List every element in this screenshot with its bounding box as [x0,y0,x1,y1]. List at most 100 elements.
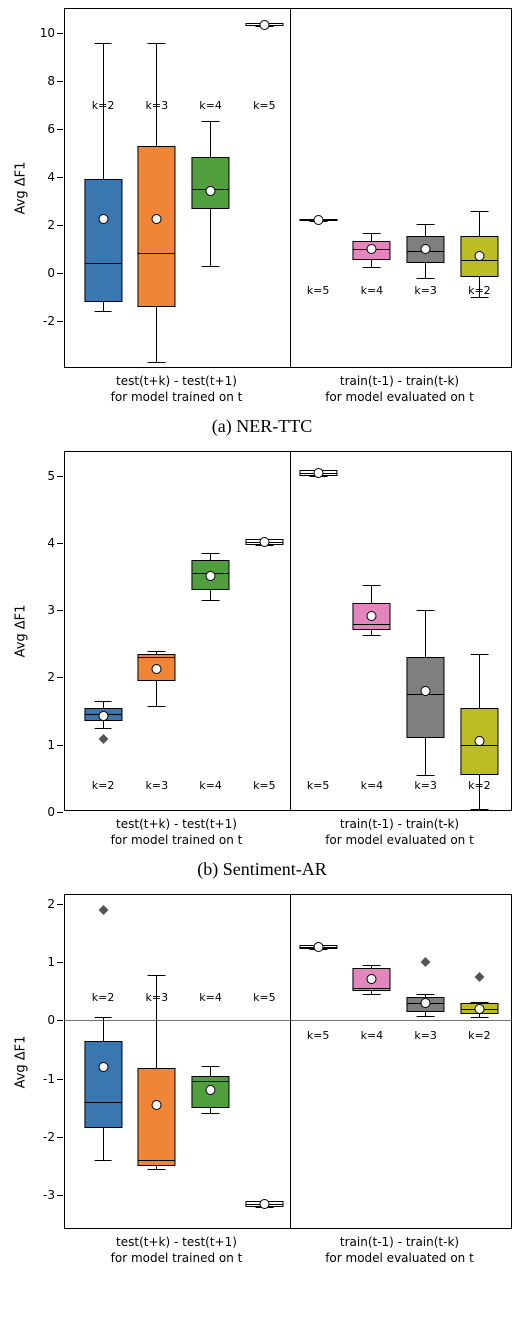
subfigure-third: -3-2-1012Avg ΔF1k=2k=3k=4k=5k=5k=4k=3k=2… [0,894,524,1275]
boxplot [479,452,480,812]
mean-marker [313,215,323,225]
boxplot [425,895,426,1230]
ytick-label: -1 [43,1072,55,1086]
mean-marker [259,537,269,547]
ytick-label: -2 [43,314,55,328]
subfigure-ner-ttc: -20246810Avg ΔF1k=2k=3k=4k=5k=5k=4k=3k=2… [0,0,524,437]
boxplot [371,452,372,812]
boxplot [210,452,211,812]
boxplot [264,895,265,1230]
ytick [57,177,63,178]
boxplot [156,895,157,1230]
ytick [57,273,63,274]
ytick [57,812,63,813]
boxplot [264,452,265,812]
ytick [57,33,63,34]
plot-panel: -3-2-1012Avg ΔF1k=2k=3k=4k=5k=5k=4k=3k=2… [64,894,512,1229]
mean-marker [313,942,323,952]
y-axis-label: Avg ΔF1 [14,605,29,658]
outlier-marker [421,957,431,967]
mean-marker [421,686,431,696]
y-axis-label: Avg ΔF1 [14,162,29,215]
mean-marker [206,186,216,196]
subfigure-caption: (a) NER-TTC [0,416,524,437]
mean-marker [313,468,323,478]
subfigure-caption: (b) Sentiment-AR [0,859,524,880]
xlabel-left: test(t+k) - test(t+1)for model trained o… [65,1234,288,1266]
mean-marker [474,251,484,261]
ytick-label: 8 [47,74,55,88]
boxplot [264,9,265,369]
boxplot [318,9,319,369]
plot-panel: 012345Avg ΔF1k=2k=3k=4k=5k=5k=4k=3k=2tes… [64,451,512,811]
boxplot [479,9,480,369]
xlabel-right: train(t-1) - train(t-k)for model evaluat… [288,1234,511,1266]
mean-marker [98,1062,108,1072]
ytick [57,543,63,544]
ytick-label: 4 [47,536,55,550]
zero-line [65,1020,511,1021]
boxplot [210,895,211,1230]
boxplot [210,9,211,369]
mean-marker [152,664,162,674]
mean-marker [259,1199,269,1209]
ytick-label: 3 [47,603,55,617]
mean-marker [206,571,216,581]
boxplot [371,895,372,1230]
ytick [57,321,63,322]
ytick [57,677,63,678]
ytick-label: 1 [47,738,55,752]
xlabel-left: test(t+k) - test(t+1)for model trained o… [65,816,288,848]
mean-marker [367,611,377,621]
boxplot [425,9,426,369]
mean-marker [474,1004,484,1014]
ytick [57,962,63,963]
subfigure-sentiment-ar: 012345Avg ΔF1k=2k=3k=4k=5k=5k=4k=3k=2tes… [0,451,524,880]
mean-marker [474,736,484,746]
xlabel-right: train(t-1) - train(t-k)for model evaluat… [288,816,511,848]
boxplot [371,9,372,369]
ytick [57,81,63,82]
ytick-label: 2 [47,897,55,911]
ytick [57,610,63,611]
boxplot [479,895,480,1230]
mean-marker [206,1085,216,1095]
boxplot [103,895,104,1230]
boxplot [156,452,157,812]
boxplot [318,895,319,1230]
panel-divider [290,452,291,810]
mean-marker [367,974,377,984]
mean-marker [421,244,431,254]
y-axis-label: Avg ΔF1 [14,1035,29,1088]
ytick [57,904,63,905]
ytick-label: 0 [47,805,55,819]
boxplot [156,9,157,369]
xlabel-left: test(t+k) - test(t+1)for model trained o… [65,373,288,405]
mean-marker [98,711,108,721]
boxplot [103,452,104,812]
panel-divider [290,895,291,1228]
ytick-label: 6 [47,122,55,136]
ytick-label: 1 [47,955,55,969]
mean-marker [421,998,431,1008]
ytick-label: 2 [47,218,55,232]
ytick [57,225,63,226]
outlier-marker [98,734,108,744]
ytick [57,1020,63,1021]
mean-marker [152,1100,162,1110]
plot-panel: -20246810Avg ΔF1k=2k=3k=4k=5k=5k=4k=3k=2… [64,8,512,368]
mean-marker [367,244,377,254]
ytick [57,476,63,477]
boxplot [318,452,319,812]
mean-marker [259,20,269,30]
xlabel-right: train(t-1) - train(t-k)for model evaluat… [288,373,511,405]
ytick-label: 10 [40,26,55,40]
ytick [57,1079,63,1080]
boxplot [103,9,104,369]
figure-root: -20246810Avg ΔF1k=2k=3k=4k=5k=5k=4k=3k=2… [0,0,524,1275]
mean-marker [152,214,162,224]
ytick-label: 0 [47,1013,55,1027]
boxplot [425,452,426,812]
ytick-label: 5 [47,469,55,483]
ytick-label: -3 [43,1188,55,1202]
